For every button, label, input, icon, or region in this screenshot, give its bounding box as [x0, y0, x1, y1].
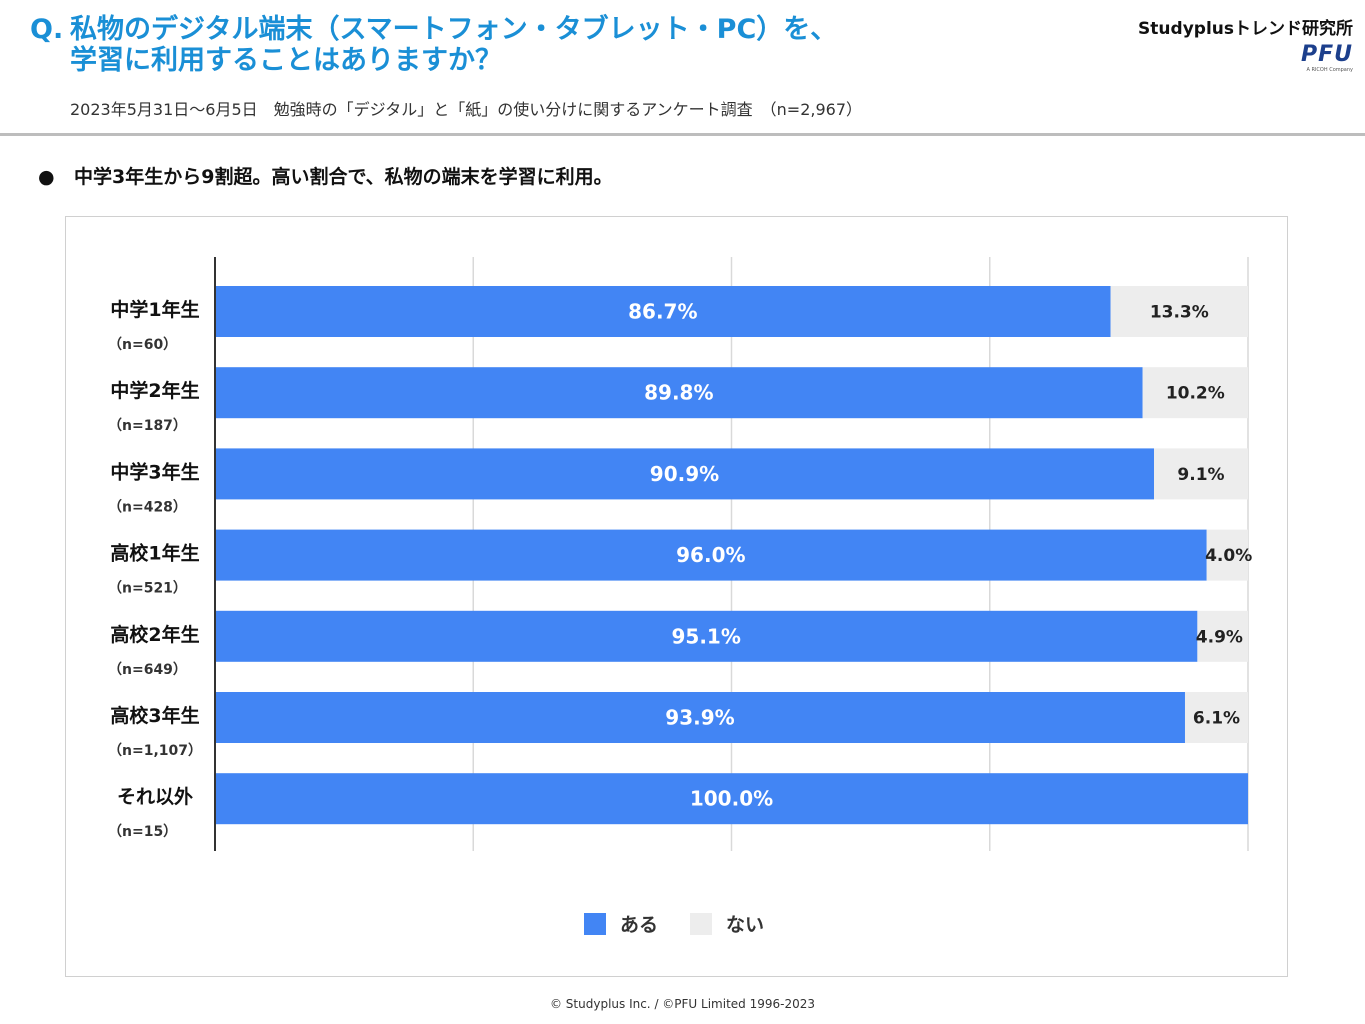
data-label-yes: 86.7%: [628, 300, 697, 324]
question-title: Q. 私物のデジタル端末（スマートフォン・タブレット・PC）を、 学習に利用するこ…: [30, 14, 1070, 76]
pfu-logo-text: PFU: [1300, 42, 1353, 67]
category-sample-size: （n=15）: [108, 824, 177, 840]
data-label-no: 4.9%: [1196, 627, 1243, 647]
brand-block: Studyplusトレンド研究所 PFU A RICOH Company: [1138, 14, 1353, 73]
key-finding: ● 中学3年生から9割超。高い割合で、私物の端末を学習に利用。: [38, 162, 613, 189]
category-label: 高校3年生: [110, 704, 199, 727]
data-label-yes: 90.9%: [650, 462, 719, 486]
data-label-yes: 96.0%: [676, 543, 745, 567]
data-label-no: 13.3%: [1150, 303, 1209, 323]
chart-legend: ある ない: [0, 910, 1365, 940]
bar-yes: [215, 610, 1198, 662]
copyright-footer: © Studyplus Inc. / ©PFU Limited 1996-202…: [549, 997, 816, 1011]
legend-label-no: ない: [726, 914, 765, 936]
pfu-logo-subtext: A RICOH Company: [1306, 67, 1353, 73]
question-prefix: Q.: [30, 14, 64, 45]
chart-frame: [65, 216, 1288, 977]
bar-yes: [215, 773, 1248, 825]
bar-no: [1197, 610, 1248, 662]
data-label-yes: 93.9%: [665, 706, 734, 730]
bar-yes: [215, 367, 1143, 419]
survey-subtitle: 2023年5月31日～6月5日 勉強時の「デジタル」と「紙」の使い分けに関するア…: [70, 100, 863, 119]
data-label-no: 4.0%: [1205, 546, 1252, 566]
question-line-1: 私物のデジタル端末（スマートフォン・タブレット・PC）を、: [70, 14, 838, 45]
legend-item-yes: ある: [584, 910, 658, 937]
bar-no: [1153, 448, 1248, 500]
question-line-2: 学習に利用することはありますか？: [70, 45, 502, 76]
category-label: 中学1年生: [110, 298, 199, 321]
key-finding-text: 中学3年生から9割超。高い割合で、私物の端末を学習に利用。: [74, 166, 613, 188]
bar-no: [1110, 286, 1248, 337]
data-label-no: 9.1%: [1177, 465, 1224, 485]
data-label-yes: 100.0%: [690, 787, 773, 811]
data-label-no: 10.2%: [1166, 384, 1225, 404]
category-sample-size: （n=187）: [108, 418, 187, 434]
category-sample-size: （n=428）: [108, 499, 187, 515]
bar-no: [1184, 692, 1248, 743]
category-label: 中学2年生: [110, 379, 199, 402]
bar-no: [1142, 367, 1248, 419]
bar-yes: [215, 529, 1207, 581]
legend-swatch-yes: [584, 912, 606, 935]
data-label-yes: 95.1%: [671, 624, 740, 648]
category-label: 高校1年生: [110, 542, 199, 565]
bar-no: [1206, 529, 1248, 581]
legend-swatch-no: [690, 912, 712, 935]
data-label-yes: 89.8%: [644, 381, 713, 405]
header: Q. 私物のデジタル端末（スマートフォン・タブレット・PC）を、 学習に利用するこ…: [0, 0, 1365, 134]
bar-yes: [215, 692, 1185, 743]
category-sample-size: （n=1,107）: [108, 743, 202, 759]
header-divider: [0, 133, 1365, 136]
brand-name: Studyplusトレンド研究所: [1138, 19, 1353, 39]
category-label: 中学3年生: [110, 460, 199, 483]
bar-yes: [215, 448, 1154, 500]
category-sample-size: （n=60）: [108, 337, 177, 353]
bar-yes: [215, 286, 1111, 337]
category-label: 高校2年生: [110, 623, 199, 646]
data-label-no: 6.1%: [1193, 709, 1240, 729]
category-sample-size: （n=521）: [108, 581, 187, 597]
pfu-logo: PFU A RICOH Company: [1293, 42, 1353, 74]
category-sample-size: （n=649）: [108, 662, 187, 678]
legend-item-no: ない: [690, 910, 764, 937]
bullet-icon: ●: [38, 166, 55, 188]
legend-label-yes: ある: [620, 914, 659, 936]
category-label: それ以外: [117, 785, 193, 808]
